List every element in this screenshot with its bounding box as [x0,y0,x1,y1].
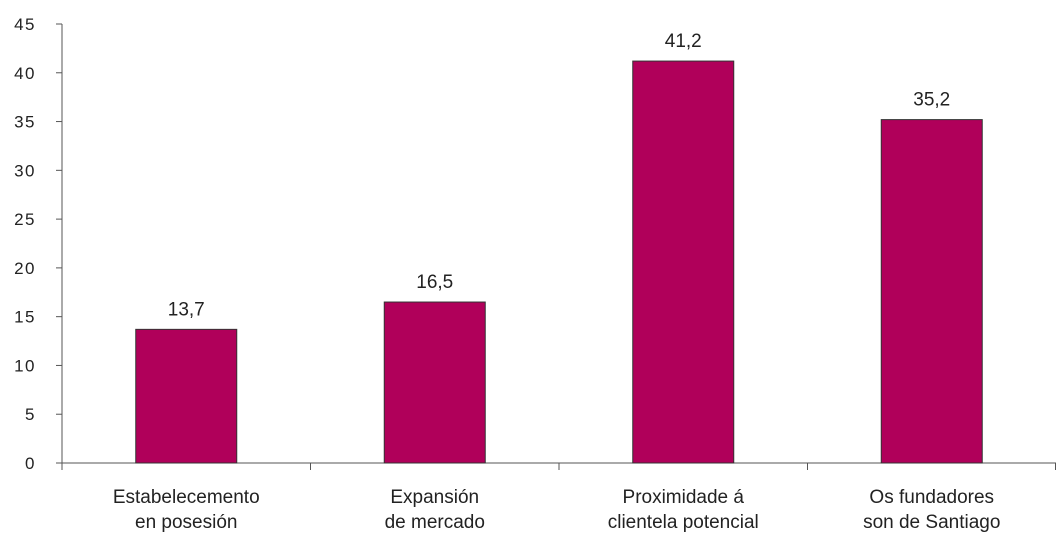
category-label: de mercado [385,512,485,533]
y-axis: 0 5 10 15 20 25 30 35 40 45 [14,15,63,473]
y-tick-label: 0 [25,454,36,473]
category-labels-group: Estabelecemento en posesión Expansión de me… [113,487,1001,533]
y-tick-label: 45 [14,15,36,34]
bar [632,60,735,464]
bar [383,301,486,464]
y-tick-label: 15 [14,308,36,327]
bars-group [135,60,983,464]
category-label: son de Santiago [863,512,1000,533]
y-tick-label: 40 [14,64,36,83]
category-label: Proximidade á [623,487,745,508]
category-label: Estabelecemento [113,487,260,508]
y-tick-label: 20 [14,259,36,278]
bar-value-label: 41,2 [665,31,702,52]
y-tick-label: 10 [14,356,36,375]
category-label: Os fundadores [869,487,994,508]
data-labels-group: 13,7 16,5 41,2 35,2 [168,31,950,320]
bar [880,119,983,464]
y-tick-label: 35 [14,113,36,132]
bar-value-label: 35,2 [913,90,950,111]
category-label: en posesión [135,512,237,533]
category-label: clientela potencial [608,512,759,533]
category-label: Expansión [390,487,479,508]
x-axis [61,462,1056,470]
y-tick-label: 5 [25,405,36,424]
y-tick-label: 30 [14,161,36,180]
bar [135,328,238,464]
bar-value-label: 16,5 [416,272,453,293]
bar-value-label: 13,7 [168,299,205,320]
y-tick-label: 25 [14,210,36,229]
